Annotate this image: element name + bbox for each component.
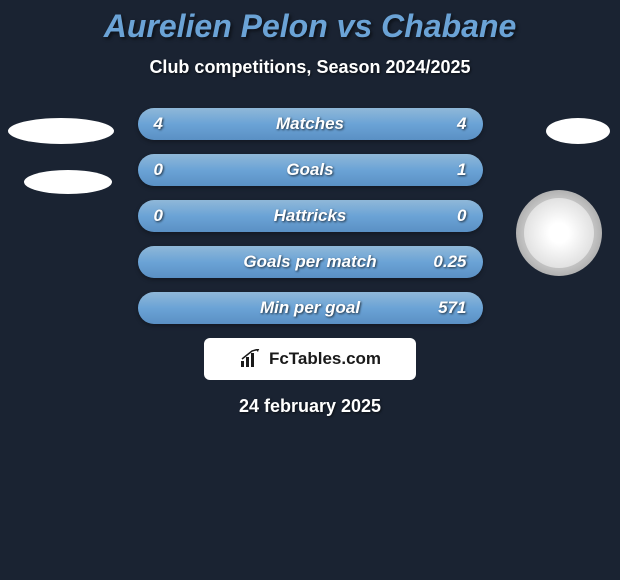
stat-value-right: 571 <box>427 298 467 318</box>
stat-value-right: 1 <box>427 160 467 180</box>
stat-label: Goals per match <box>243 252 376 272</box>
stat-row-hattricks: 0 Hattricks 0 <box>138 200 483 232</box>
stat-value-right: 0 <box>427 206 467 226</box>
stat-row-matches: 4 Matches 4 <box>138 108 483 140</box>
club-logo-right <box>516 190 602 276</box>
content-area: 4 Matches 4 0 Goals 1 0 Hattricks 0 Goal… <box>0 108 620 417</box>
stats-table: 4 Matches 4 0 Goals 1 0 Hattricks 0 Goal… <box>138 108 483 324</box>
decoration-ellipse-top-left <box>8 118 114 144</box>
chart-icon <box>239 349 263 369</box>
stat-label: Hattricks <box>274 206 347 226</box>
page-title: Aurelien Pelon vs Chabane <box>0 8 620 45</box>
stat-row-goals: 0 Goals 1 <box>138 154 483 186</box>
stat-value-right: 4 <box>427 114 467 134</box>
stat-row-min-per-goal: Min per goal 571 <box>138 292 483 324</box>
stat-label: Matches <box>276 114 344 134</box>
stat-value-left: 0 <box>154 206 194 226</box>
subtitle: Club competitions, Season 2024/2025 <box>0 57 620 78</box>
decoration-ellipse-top-right <box>546 118 610 144</box>
stat-row-goals-per-match: Goals per match 0.25 <box>138 246 483 278</box>
brand-box: FcTables.com <box>204 338 416 380</box>
stat-value-left: 0 <box>154 160 194 180</box>
main-container: Aurelien Pelon vs Chabane Club competiti… <box>0 0 620 417</box>
stat-value-left: 4 <box>154 114 194 134</box>
stat-label: Min per goal <box>260 298 360 318</box>
stat-value-right: 0.25 <box>427 252 467 272</box>
decoration-ellipse-mid-left <box>24 170 112 194</box>
stat-label: Goals <box>286 160 333 180</box>
brand-text: FcTables.com <box>269 349 381 369</box>
date-text: 24 february 2025 <box>0 396 620 417</box>
